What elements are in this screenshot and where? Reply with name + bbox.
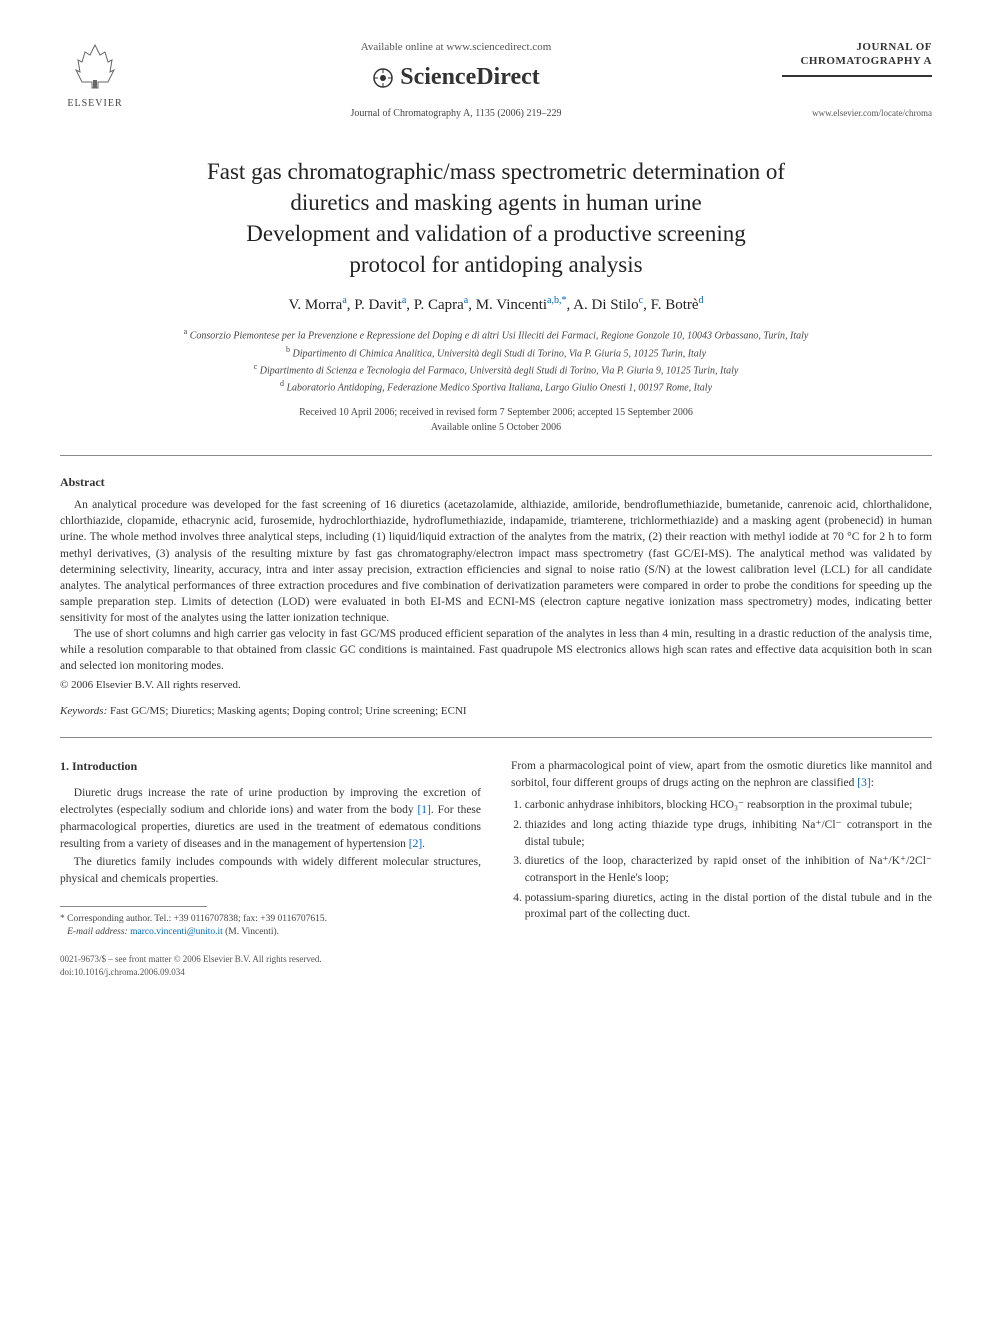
intro-p2: The diuretics family includes compounds … (60, 854, 481, 887)
affiliation-a: a Consorzio Piemontese per la Prevenzion… (60, 326, 932, 343)
ref-link-2[interactable]: [2] (409, 838, 422, 850)
dates: Received 10 April 2006; received in revi… (60, 405, 932, 435)
email-address[interactable]: marco.vincenti@unito.it (130, 927, 223, 937)
intro-p3: From a pharmacological point of view, ap… (511, 758, 932, 791)
issn-line: 0021-9673/$ – see front matter © 2006 El… (60, 953, 932, 966)
journal-name: JOURNAL OF CHROMATOGRAPHY A (782, 40, 932, 77)
ref-link-1[interactable]: [1] (417, 804, 430, 816)
sciencedirect-icon (372, 67, 394, 89)
left-column: 1. Introduction Diuretic drugs increase … (60, 758, 481, 939)
email-line: E-mail address: marco.vincenti@unito.it … (60, 926, 481, 939)
body-columns: 1. Introduction Diuretic drugs increase … (60, 758, 932, 939)
email-label: E-mail address: (67, 927, 128, 937)
keywords-text: Fast GC/MS; Diuretics; Masking agents; D… (110, 705, 467, 717)
rule-top (60, 455, 932, 456)
affiliations: a Consorzio Piemontese per la Prevenzion… (60, 326, 932, 395)
dates-line2: Available online 5 October 2006 (60, 420, 932, 435)
abstract-section: Abstract An analytical procedure was dev… (60, 474, 932, 693)
title-line3: Development and validation of a producti… (246, 221, 745, 246)
sciencedirect-text: ScienceDirect (400, 61, 540, 95)
affiliation-d: d Laboratorio Antidoping, Federazione Me… (60, 378, 932, 395)
email-who: (M. Vincenti). (225, 927, 279, 937)
rule-bottom (60, 737, 932, 738)
list-item-4: potassium-sparing diuretics, acting in t… (525, 890, 932, 923)
elsevier-logo: ELSEVIER (60, 40, 130, 111)
abstract-heading: Abstract (60, 474, 932, 491)
abstract-p1: An analytical procedure was developed fo… (60, 497, 932, 626)
right-column: From a pharmacological point of view, ap… (511, 758, 932, 939)
nephron-list: carbonic anhydrase inhibitors, blocking … (525, 797, 932, 923)
available-online-text: Available online at www.sciencedirect.co… (130, 40, 782, 55)
list-item-3: diuretics of the loop, characterized by … (525, 853, 932, 886)
center-header: Available online at www.sciencedirect.co… (130, 40, 782, 121)
title-line2: diuretics and masking agents in human ur… (290, 190, 701, 215)
journal-name-line2: CHROMATOGRAPHY A (782, 54, 932, 68)
intro-heading: 1. Introduction (60, 758, 481, 775)
doi-line: doi:10.1016/j.chroma.2006.09.034 (60, 966, 932, 979)
list-item-2: thiazides and long acting thiazide type … (525, 817, 932, 850)
sciencedirect-logo: ScienceDirect (372, 61, 540, 95)
authors-line: V. Morraa, P. Davita, P. Capraa, M. Vinc… (60, 294, 932, 316)
bottom-meta: 0021-9673/$ – see front matter © 2006 El… (60, 953, 932, 978)
article-title: Fast gas chromatographic/mass spectromet… (60, 156, 932, 280)
corresponding-author: * Corresponding author. Tel.: +39 011670… (60, 913, 481, 926)
journal-name-line1: JOURNAL OF (782, 40, 932, 54)
journal-url: www.elsevier.com/locate/chroma (782, 107, 932, 120)
journal-logo-block: JOURNAL OF CHROMATOGRAPHY A www.elsevier… (782, 40, 932, 119)
footnotes: * Corresponding author. Tel.: +39 011670… (60, 913, 481, 940)
elsevier-tree-icon (70, 40, 120, 90)
title-line1: Fast gas chromatographic/mass spectromet… (207, 159, 785, 184)
abstract-body: An analytical procedure was developed fo… (60, 497, 932, 674)
affiliation-b: b Dipartimento di Chimica Analitica, Uni… (60, 344, 932, 361)
affiliation-c: c Dipartimento di Scienza e Tecnologia d… (60, 361, 932, 378)
keywords-line: Keywords: Fast GC/MS; Diuretics; Masking… (60, 704, 932, 719)
elsevier-label: ELSEVIER (60, 97, 130, 111)
keywords-label: Keywords: (60, 705, 107, 717)
ref-link-3[interactable]: [3] (857, 777, 870, 789)
journal-citation: Journal of Chromatography A, 1135 (2006)… (130, 107, 782, 121)
intro-p1: Diuretic drugs increase the rate of urin… (60, 785, 481, 852)
abstract-copyright: © 2006 Elsevier B.V. All rights reserved… (60, 678, 932, 693)
dates-line1: Received 10 April 2006; received in revi… (60, 405, 932, 420)
abstract-p2: The use of short columns and high carrie… (60, 626, 932, 674)
footnote-rule (60, 906, 207, 907)
title-line4: protocol for antidoping analysis (349, 252, 642, 277)
page-header: ELSEVIER Available online at www.science… (60, 40, 932, 121)
list-item-1: carbonic anhydrase inhibitors, blocking … (525, 797, 932, 814)
title-block: Fast gas chromatographic/mass spectromet… (60, 156, 932, 436)
